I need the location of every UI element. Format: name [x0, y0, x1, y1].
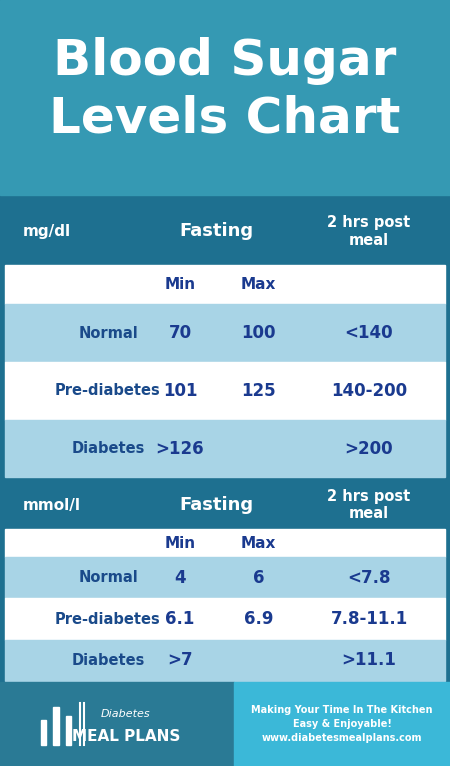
Text: Normal: Normal [78, 326, 138, 341]
Text: >200: >200 [345, 440, 393, 457]
Text: <7.8: <7.8 [347, 569, 391, 587]
Bar [40, 720, 46, 745]
Text: 6: 6 [253, 569, 265, 587]
Bar [66, 715, 71, 745]
Text: 2 hrs post
meal: 2 hrs post meal [328, 489, 410, 522]
Text: Fasting: Fasting [179, 496, 253, 514]
Text: 7.8-11.1: 7.8-11.1 [330, 610, 408, 628]
Bar [5, 265, 445, 304]
Text: 125: 125 [242, 382, 276, 400]
Text: Fasting: Fasting [179, 222, 253, 241]
Text: Normal: Normal [78, 571, 138, 585]
Text: Pre-diabetes: Pre-diabetes [55, 611, 161, 627]
Bar [0, 481, 450, 682]
Text: Max: Max [241, 277, 276, 293]
Text: >11.1: >11.1 [342, 651, 396, 669]
Text: 70: 70 [168, 324, 192, 342]
Text: Making Your Time In The Kitchen
Easy & Enjoyable!
www.diabetesmealplans.com: Making Your Time In The Kitchen Easy & E… [251, 705, 433, 743]
Text: Min: Min [164, 277, 196, 293]
Bar [234, 682, 450, 766]
Text: Blood Sugar
Levels Chart: Blood Sugar Levels Chart [50, 38, 400, 142]
Text: 101: 101 [163, 382, 197, 400]
Bar [0, 0, 450, 195]
Bar [5, 640, 445, 681]
Bar [5, 420, 445, 477]
Bar [0, 682, 234, 766]
Text: >7: >7 [167, 651, 193, 669]
Text: Min: Min [164, 535, 196, 551]
Text: 6.1: 6.1 [165, 610, 195, 628]
Text: Diabetes: Diabetes [71, 653, 145, 668]
Text: 100: 100 [242, 324, 276, 342]
Text: mmol/l: mmol/l [22, 498, 81, 512]
Text: <140: <140 [345, 324, 393, 342]
Bar [5, 529, 445, 558]
Text: Diabetes: Diabetes [101, 709, 151, 719]
Bar [5, 598, 445, 640]
Text: Max: Max [241, 535, 276, 551]
Bar [5, 558, 445, 598]
Bar [53, 706, 58, 745]
Text: 4: 4 [174, 569, 186, 587]
Text: 2 hrs post
meal: 2 hrs post meal [328, 215, 410, 247]
Bar [5, 362, 445, 420]
Text: 140-200: 140-200 [331, 382, 407, 400]
Text: 6.9: 6.9 [244, 610, 274, 628]
Bar [0, 198, 450, 479]
Text: Pre-diabetes: Pre-diabetes [55, 384, 161, 398]
Bar [5, 304, 445, 362]
Text: mg/dl: mg/dl [22, 224, 71, 239]
Text: MEAL PLANS: MEAL PLANS [72, 729, 180, 744]
Text: Diabetes: Diabetes [71, 441, 145, 456]
Text: >126: >126 [156, 440, 204, 457]
